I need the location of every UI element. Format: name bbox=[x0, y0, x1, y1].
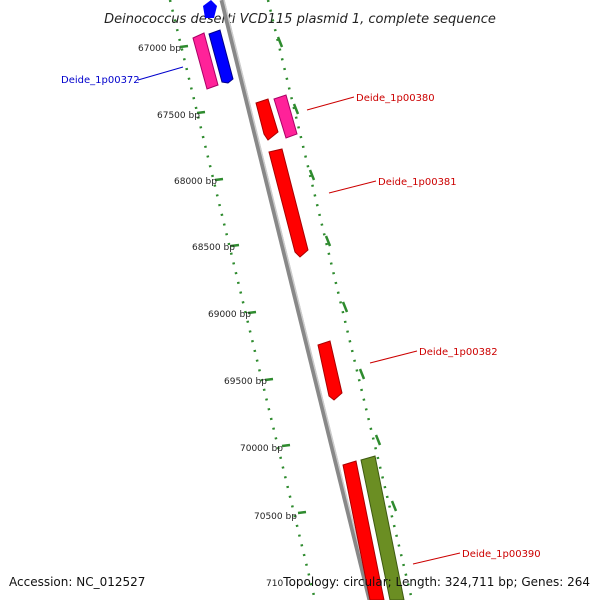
tick-label-70000: 70000 bp bbox=[240, 444, 283, 454]
leader-line-390 bbox=[412, 552, 461, 565]
tick-label-67500: 67500 bp bbox=[157, 111, 200, 121]
accession-text: Accession: NC_012527 bbox=[9, 575, 145, 589]
tick-dash bbox=[247, 310, 257, 315]
gene-arrow-pink-372[interactable] bbox=[192, 32, 219, 90]
tick-label-67000: 67000 bp bbox=[138, 44, 181, 54]
outer-tick-marks bbox=[276, 36, 398, 512]
tick-dash bbox=[179, 44, 189, 49]
map-title: Deinococcus deserti VCD115 plasmid 1, co… bbox=[104, 12, 496, 27]
gene-arrow-red-382[interactable] bbox=[317, 340, 343, 401]
tick-dash bbox=[281, 443, 291, 448]
tick-dash bbox=[276, 36, 284, 48]
outer-dotted-track bbox=[266, 0, 414, 600]
tick-dash bbox=[196, 110, 206, 115]
gene-label-380[interactable]: Deide_1p00380 bbox=[356, 93, 435, 104]
tick-dash bbox=[297, 510, 307, 515]
tick-dash bbox=[214, 177, 224, 182]
gene-arrow-red-380a[interactable] bbox=[255, 98, 279, 141]
leader-line-382 bbox=[369, 350, 418, 364]
gene-arrow-blue-top[interactable] bbox=[203, 0, 217, 18]
gene-label-390[interactable]: Deide_1p00390 bbox=[462, 549, 541, 560]
tick-dash bbox=[390, 500, 398, 512]
leader-line-381 bbox=[328, 180, 377, 194]
inner-tick-marks bbox=[179, 44, 307, 515]
tick-label-70500: 70500 bp bbox=[254, 512, 297, 522]
tick-label-68500: 68500 bp bbox=[192, 243, 235, 253]
tick-dash bbox=[324, 235, 332, 247]
tick-label-69500: 69500 bp bbox=[224, 377, 267, 387]
gene-label-372[interactable]: Deide_1p00372 bbox=[61, 75, 140, 86]
gene-arrow-pink-380[interactable] bbox=[273, 94, 298, 139]
tick-dash bbox=[358, 368, 366, 380]
tick-dash bbox=[374, 434, 382, 446]
tick-label-69000: 69000 bp bbox=[208, 310, 251, 320]
tick-label-71000: 710 bbox=[266, 579, 283, 589]
tick-dash bbox=[230, 243, 240, 248]
tick-dash bbox=[264, 377, 274, 382]
gene-arrow-blue-372[interactable] bbox=[208, 29, 234, 84]
gene-label-381[interactable]: Deide_1p00381 bbox=[378, 177, 457, 188]
sequence-backbone-highlight bbox=[223, 0, 373, 600]
summary-text: Topology: circular; Length: 324,711 bp; … bbox=[282, 575, 590, 589]
sequence-backbone bbox=[219, 0, 373, 600]
gene-arrow-olive-390[interactable] bbox=[360, 455, 405, 600]
gene-arrow-red-381[interactable] bbox=[268, 148, 309, 258]
leader-line-380 bbox=[306, 96, 355, 111]
tick-dash bbox=[341, 301, 349, 313]
tick-dash bbox=[292, 103, 300, 115]
leader-line-372 bbox=[137, 66, 184, 81]
gene-label-382[interactable]: Deide_1p00382 bbox=[419, 347, 498, 358]
tick-dash bbox=[308, 169, 316, 181]
gene-arrow-red-390[interactable] bbox=[342, 460, 385, 600]
tick-label-68000: 68000 bp bbox=[174, 177, 217, 187]
